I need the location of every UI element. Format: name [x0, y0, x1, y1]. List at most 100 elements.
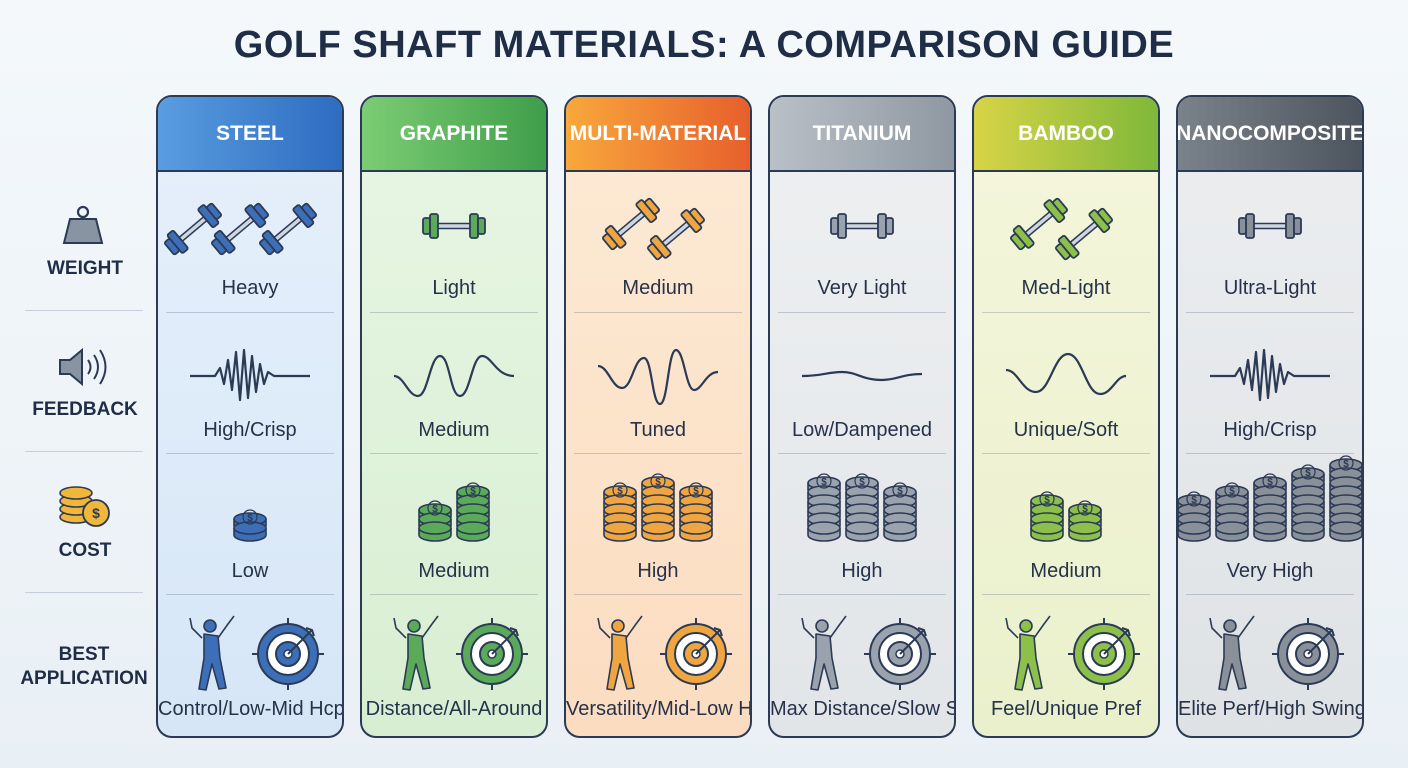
icon: $ $ $: [807, 473, 917, 542]
icon-part: [1291, 521, 1325, 535]
target: [660, 618, 732, 690]
cell: High/Crisp: [1178, 312, 1362, 453]
icon-part: [1223, 619, 1237, 633]
icon-part: [603, 521, 637, 535]
coin-stack: $: [1068, 500, 1102, 542]
icon: [1210, 348, 1330, 402]
cell: Medium: [566, 170, 750, 312]
cell: Max Distance/Slow Swing: [770, 594, 954, 736]
icon: [597, 348, 719, 406]
icon-part: [422, 217, 431, 235]
icon-part: [1300, 464, 1316, 480]
cell-text: Medium: [1030, 560, 1102, 582]
icon: [62, 205, 104, 244]
icon-part: [465, 482, 481, 498]
icon-part: [82, 499, 110, 527]
divider: [1186, 453, 1354, 454]
wave: [1210, 348, 1330, 402]
icon-part: $: [470, 486, 476, 497]
coin-stack: $: [883, 482, 917, 542]
cell: Elite Perf/High Swing: [1178, 594, 1362, 736]
row-divider: [25, 451, 143, 452]
icon-part: [1285, 213, 1295, 239]
cell-text: Low: [231, 560, 269, 582]
icon: [393, 354, 515, 398]
wave: [597, 348, 719, 406]
dumbbell: [602, 197, 660, 251]
icon: $$: [1030, 491, 1102, 542]
divider: [778, 312, 946, 313]
coin-stack: $: [679, 482, 713, 542]
speaker-icon: [59, 347, 107, 387]
coin-stack: $: [1030, 491, 1064, 542]
icon-part: [198, 633, 227, 691]
icon-part: [606, 633, 635, 691]
icon-part: $: [1229, 486, 1235, 497]
icon: [189, 615, 324, 691]
coin-stack: $: [845, 473, 879, 542]
icon-part: [301, 202, 317, 220]
cell-text: High: [637, 560, 679, 582]
divider: [166, 594, 334, 595]
icon-part: [660, 618, 732, 690]
wave: [1005, 352, 1127, 396]
icon-part: [62, 218, 104, 244]
icon: [597, 615, 732, 691]
icon-part: [864, 618, 936, 690]
icon: $$: [418, 482, 490, 542]
icon-part: [469, 213, 479, 239]
icon-part: [418, 521, 452, 535]
icon-part: [427, 500, 443, 516]
icon-part: $: [432, 504, 438, 515]
icon-part: [233, 521, 267, 535]
divider: [1186, 312, 1354, 313]
icon-part: [1097, 207, 1113, 225]
cell: Light: [362, 170, 546, 312]
dumbbell: [1055, 207, 1113, 261]
icon: $ $ $ $ $: [1178, 455, 1362, 542]
golfer: [801, 615, 847, 691]
wave: [393, 354, 515, 398]
cell: Medium: [362, 312, 546, 453]
icon-part: [597, 617, 611, 639]
icon-part: [1103, 627, 1131, 655]
divider: [370, 312, 538, 313]
icon: [1005, 615, 1140, 691]
cell: Med-Light: [974, 170, 1158, 312]
icon-part: [650, 473, 666, 489]
icon-part: [1293, 217, 1302, 235]
icon: [801, 370, 923, 382]
icon-part: [76, 205, 90, 219]
coin-stack: $: [1329, 455, 1362, 542]
coin-stack: $: [233, 509, 267, 542]
wave: [190, 348, 310, 402]
target: [456, 618, 528, 690]
cell: Very High $ $ $ $ $: [1178, 453, 1362, 594]
icon: [1238, 213, 1302, 239]
icon-part: [602, 233, 618, 251]
cell: Very Light: [770, 170, 954, 312]
icon-part: [253, 202, 269, 220]
cell: Distance/All-Around: [362, 594, 546, 736]
column-header: NANOCOMPOSITE: [1178, 97, 1362, 172]
icon-part: [899, 627, 927, 655]
icon-part: [217, 615, 235, 639]
icon-part: [1055, 243, 1071, 261]
icon-part: [829, 615, 847, 639]
icon-part: [402, 633, 431, 691]
icon-part: [1224, 482, 1240, 498]
icon-part: [1329, 521, 1362, 535]
golfer: [1209, 615, 1255, 691]
divider: [778, 594, 946, 595]
icon-part: [1272, 618, 1344, 690]
icon-part: [164, 238, 180, 256]
icon-part: [1253, 521, 1287, 535]
icon-part: [421, 615, 439, 639]
cell-text: Control/Low-Mid Hcp: [158, 698, 344, 720]
cell: Medium $ $: [362, 453, 546, 594]
cell-text: High/Crisp: [203, 419, 297, 441]
icon-part: [1019, 619, 1033, 633]
column-header: GRAPHITE: [362, 97, 546, 172]
golfer: [1005, 615, 1051, 691]
dumbbell: [164, 202, 222, 256]
